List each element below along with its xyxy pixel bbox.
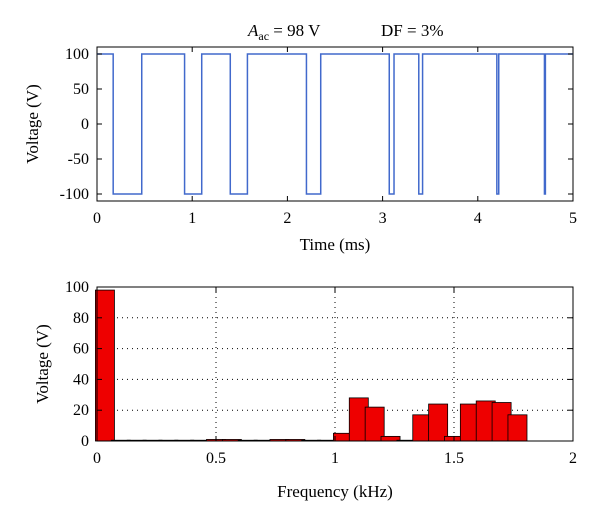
spectrum-bar-21	[428, 403, 449, 442]
top-y-tick-label: 100	[65, 46, 89, 63]
top-y-tick-label: 50	[73, 81, 89, 98]
bottom-y-tick-label: 60	[73, 341, 89, 358]
top-x-tick-label: 1	[188, 210, 196, 227]
time-domain-chart: -100 -50 0 50 100 0 1 2 3 4 5 Time (ms) Voltage (…	[23, 46, 577, 254]
bottom-x-tick-label: 0	[93, 450, 101, 467]
frequency-spectrum-chart: 0 20 40 60 80 100 0 0.5 1 1.5 2 Frequency (kHz) V…	[33, 279, 577, 501]
amplitude-annotation: Aac = 98 V	[247, 21, 321, 43]
top-y-tick-label: -100	[60, 186, 89, 203]
bottom-x-tick-label: 1	[331, 450, 339, 467]
voltage-waveform-line	[97, 53, 573, 195]
spectrum-bar-26	[507, 414, 528, 442]
bottom-x-tick-label: 2	[569, 450, 577, 467]
bottom-y-axis-label: Voltage (V)	[33, 324, 52, 403]
top-x-tick-label: 4	[474, 210, 482, 227]
top-x-tick-label: 3	[379, 210, 387, 227]
bottom-y-tick-label: 100	[65, 279, 89, 296]
bottom-y-tick-label: 0	[81, 433, 89, 450]
top-x-axis-label: Time (ms)	[300, 235, 371, 254]
amplitude-subscript: ac	[258, 29, 269, 43]
bottom-x-axis-label: Frequency (kHz)	[277, 482, 393, 501]
bottom-y-tick-label: 80	[73, 310, 89, 327]
top-x-tick-label: 2	[283, 210, 291, 227]
bottom-x-tick-label: 1.5	[444, 450, 464, 467]
top-y-tick-label: -50	[68, 151, 89, 168]
spectrum-bar-0	[95, 289, 115, 442]
spectrum-bar-17	[364, 406, 385, 442]
amplitude-value: = 98 V	[269, 21, 321, 40]
top-x-tick-label: 5	[569, 210, 577, 227]
top-y-tick-label: 0	[81, 116, 89, 133]
bottom-y-tick-label: 40	[73, 371, 89, 388]
top-y-axis-label: Voltage (V)	[23, 84, 42, 163]
duty-factor-annotation: DF = 3%	[381, 21, 443, 40]
bottom-x-tick-label: 0.5	[206, 450, 226, 467]
bottom-y-tick-label: 20	[73, 402, 89, 419]
top-plot-area	[96, 46, 574, 202]
amplitude-symbol: A	[247, 21, 259, 40]
top-x-tick-label: 0	[93, 210, 101, 227]
